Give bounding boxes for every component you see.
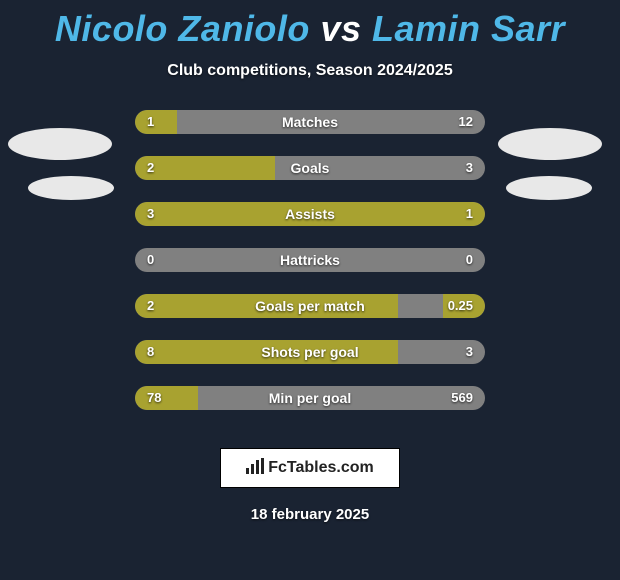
decorative-oval <box>28 176 114 200</box>
stat-label: Matches <box>135 110 485 134</box>
date-text: 18 february 2025 <box>0 506 620 523</box>
stat-bar-row: 23Goals <box>135 156 485 180</box>
decorative-oval <box>498 128 602 160</box>
stat-label: Min per goal <box>135 386 485 410</box>
stat-label: Hattricks <box>135 248 485 272</box>
comparison-title: Nicolo Zaniolo vs Lamin Sarr <box>0 0 620 50</box>
decorative-oval <box>506 176 592 200</box>
stat-bar-row: 83Shots per goal <box>135 340 485 364</box>
player1-name: Nicolo Zaniolo <box>55 8 310 49</box>
stat-bar-row: 20.25Goals per match <box>135 294 485 318</box>
stat-bar-row: 78569Min per goal <box>135 386 485 410</box>
decorative-oval <box>8 128 112 160</box>
subtitle-text: Club competitions, Season 2024/2025 <box>0 62 620 80</box>
stat-bar-row: 112Matches <box>135 110 485 134</box>
brand-badge: FcTables.com <box>220 448 400 488</box>
brand-text: FcTables.com <box>268 459 374 477</box>
stat-label: Shots per goal <box>135 340 485 364</box>
player2-name: Lamin Sarr <box>372 8 565 49</box>
stat-label: Goals <box>135 156 485 180</box>
vs-separator: vs <box>320 8 361 49</box>
stat-label: Assists <box>135 202 485 226</box>
stat-bar-row: 31Assists <box>135 202 485 226</box>
stat-label: Goals per match <box>135 294 485 318</box>
stat-bars-container: 112Matches 23Goals 31Assists 00Hattricks 20.… <box>135 110 485 432</box>
stat-bar-row: 00Hattricks <box>135 248 485 272</box>
chart-area: 112Matches 23Goals 31Assists 00Hattricks 20.… <box>0 110 620 430</box>
brand-chart-icon <box>246 458 264 479</box>
